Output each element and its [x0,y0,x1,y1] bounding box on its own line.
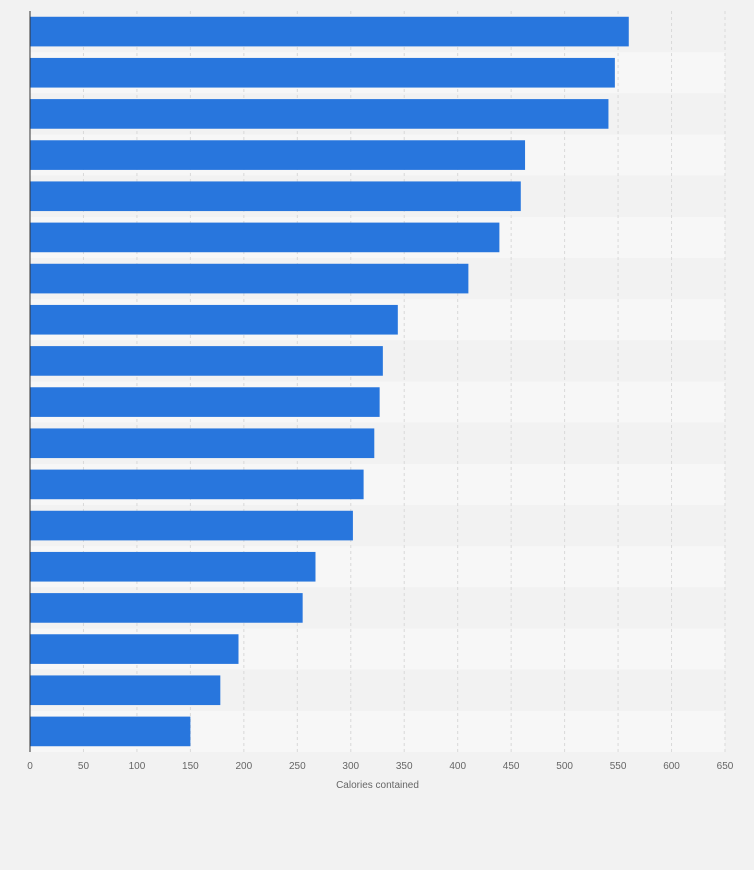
bar[interactable] [30,675,221,706]
x-tick-label: 200 [236,761,253,772]
x-tick-label: 100 [129,761,146,772]
bar[interactable] [30,263,469,294]
x-tick-label: 650 [717,761,734,772]
x-tick-label: 50 [78,761,90,772]
x-tick-label: 0 [27,761,33,772]
bar[interactable] [30,346,383,376]
x-tick-label: 300 [342,761,359,772]
bar[interactable] [30,593,303,623]
x-tick-label: 500 [556,761,573,772]
bar[interactable] [30,140,526,170]
x-tick-label: 400 [449,761,466,772]
bar[interactable] [30,428,375,459]
bar[interactable] [30,99,609,129]
x-axis-title: Calories contained [336,780,419,791]
x-tick-label: 450 [503,761,520,772]
bar[interactable] [30,304,398,335]
bar[interactable] [30,510,353,541]
bar[interactable] [30,551,316,582]
x-tick-label: 600 [663,761,680,772]
bar[interactable] [30,16,629,47]
bar[interactable] [30,222,500,253]
bar[interactable] [30,469,364,500]
x-tick-label: 150 [182,761,199,772]
bar[interactable] [30,634,239,664]
bar[interactable] [30,57,615,88]
x-axis-ticks: 0 50 100 150 200 250 300 350 400 450 500 550 600 650 [27,761,734,772]
bars [30,16,629,747]
bar[interactable] [30,387,380,417]
bar[interactable] [30,181,521,212]
x-tick-label: 550 [610,761,627,772]
x-tick-label: 250 [289,761,306,772]
x-tick-label: 350 [396,761,413,772]
bar[interactable] [30,716,191,747]
